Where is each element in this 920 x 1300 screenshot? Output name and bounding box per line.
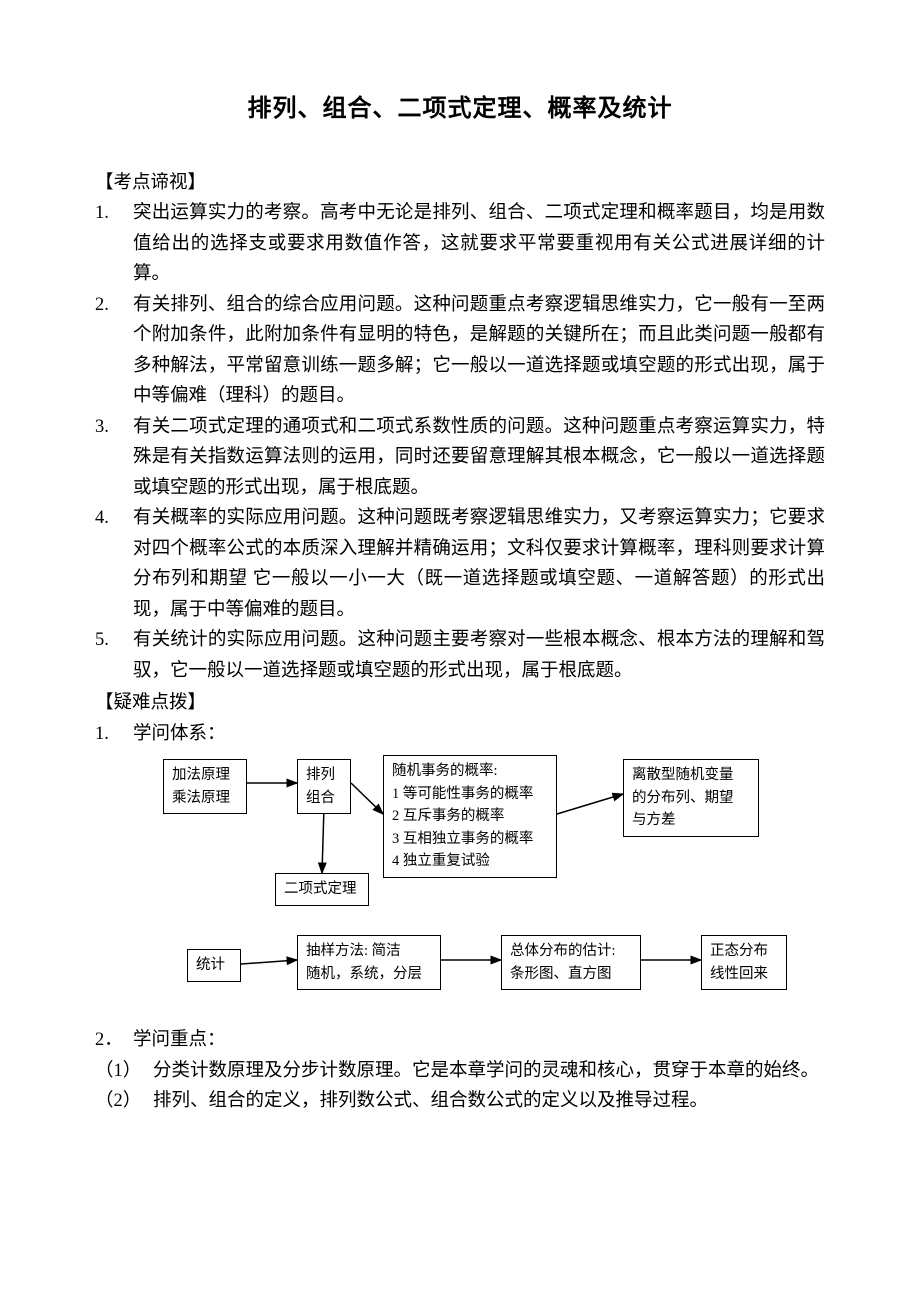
diagram-box: 抽样方法: 简洁随机，系统，分层: [297, 935, 441, 990]
diagram-box-line: 线性回来: [710, 963, 778, 985]
diagram-box-line: 条形图、直方图: [510, 963, 632, 985]
list-number: 1.: [95, 719, 133, 750]
diagram-box-line: 总体分布的估计:: [510, 940, 632, 962]
diagram-box-line: 排列: [306, 764, 342, 786]
diagram-box-line: 与方差: [632, 809, 750, 831]
diagram-box: 正态分布线性回来: [701, 935, 787, 990]
list-text: 有关排列、组合的综合应用问题。这种问题重点考察逻辑思维实力，它一般有一至两个附加…: [133, 290, 825, 412]
section-exam-heading: 【考点谛视】: [95, 168, 825, 199]
list-text: 分类计数原理及分步计数原理。它是本章学问的灵魂和核心，贯穿于本章的始终。: [153, 1056, 825, 1087]
diagram-box: 排列组合: [297, 759, 351, 814]
list-text: 有关二项式定理的通项式和二项式系数性质的问题。这种问题重点考察运算实力，特殊是有…: [133, 412, 825, 504]
exam-point-item: 3.有关二项式定理的通项式和二项式系数性质的问题。这种问题重点考察运算实力，特殊…: [95, 412, 825, 504]
diagram-box: 离散型随机变量的分布列、期望与方差: [623, 759, 759, 836]
exam-point-item: 5.有关统计的实际应用问题。这种问题主要考察对一些根本概念、根本方法的理解和驾驭…: [95, 625, 825, 686]
section-difficulty-heading: 【疑难点拨】: [95, 688, 825, 719]
diagram-box: 总体分布的估计:条形图、直方图: [501, 935, 641, 990]
exam-point-item: 1.突出运算实力的考察。高考中无论是排列、组合、二项式定理和概率题目，均是用数值…: [95, 198, 825, 290]
diagram-box-line: 离散型随机变量: [632, 764, 750, 786]
diagram-box-line: 抽样方法: 简洁: [306, 940, 432, 962]
list-number: （2）: [95, 1086, 153, 1117]
list-number: 4.: [95, 503, 133, 625]
exam-point-item: 4.有关概率的实际应用问题。这种问题既考察逻辑思维实力，又考察运算实力；它要求对…: [95, 503, 825, 625]
diagram-box-line: 二项式定理: [284, 878, 360, 900]
diagram-box: 随机事务的概率:1 等可能性事务的概率2 互斥事务的概率3 互相独立事务的概率4…: [383, 755, 557, 877]
diagram-box-line: 统计: [196, 954, 232, 976]
list-number: 5.: [95, 625, 133, 686]
focus-sub-item: （1）分类计数原理及分步计数原理。它是本章学问的灵魂和核心，贯穿于本章的始终。: [95, 1056, 825, 1087]
diagram-box-line: 2 互斥事务的概率: [392, 805, 548, 827]
diagram-box-line: 4 独立重复试验: [392, 850, 548, 872]
diagram-box-line: 乘法原理: [172, 787, 238, 809]
focus-sub-item: （2）排列、组合的定义，排列数公式、组合数公式的定义以及推导过程。: [95, 1086, 825, 1117]
list-number: 2．: [95, 1025, 133, 1056]
diagram-box: 二项式定理: [275, 873, 369, 905]
knowledge-diagram: 加法原理乘法原理排列组合随机事务的概率:1 等可能性事务的概率2 互斥事务的概率…: [125, 755, 845, 1015]
list-text: 有关概率的实际应用问题。这种问题既考察逻辑思维实力，又考察运算实力；它要求对四个…: [133, 503, 825, 625]
diagram-box-line: 随机，系统，分层: [306, 963, 432, 985]
diagram-box-line: 1 等可能性事务的概率: [392, 783, 548, 805]
knowledge-focus-heading: 2． 学问重点：: [95, 1025, 825, 1056]
diagram-box-line: 的分布列、期望: [632, 787, 750, 809]
list-number: （1）: [95, 1056, 153, 1087]
list-text: 突出运算实力的考察。高考中无论是排列、组合、二项式定理和概率题目，均是用数值给出…: [133, 198, 825, 290]
list-text: 学问重点：: [133, 1025, 825, 1056]
exam-point-item: 2.有关排列、组合的综合应用问题。这种问题重点考察逻辑思维实力，它一般有一至两个…: [95, 290, 825, 412]
list-number: 1.: [95, 198, 133, 290]
list-text: 有关统计的实际应用问题。这种问题主要考察对一些根本概念、根本方法的理解和驾驭，它…: [133, 625, 825, 686]
diagram-box-line: 组合: [306, 787, 342, 809]
diagram-box-line: 正态分布: [710, 940, 778, 962]
diagram-box: 加法原理乘法原理: [163, 759, 247, 814]
knowledge-system-heading: 1. 学问体系：: [95, 719, 825, 750]
diagram-box: 统计: [187, 949, 241, 981]
diagram-box-line: 加法原理: [172, 764, 238, 786]
list-text: 学问体系：: [133, 719, 825, 750]
list-number: 2.: [95, 290, 133, 412]
diagram-box-line: 随机事务的概率:: [392, 760, 548, 782]
list-number: 3.: [95, 412, 133, 504]
diagram-box-line: 3 互相独立事务的概率: [392, 828, 548, 850]
page-title: 排列、组合、二项式定理、概率及统计: [95, 90, 825, 130]
list-text: 排列、组合的定义，排列数公式、组合数公式的定义以及推导过程。: [153, 1086, 825, 1117]
